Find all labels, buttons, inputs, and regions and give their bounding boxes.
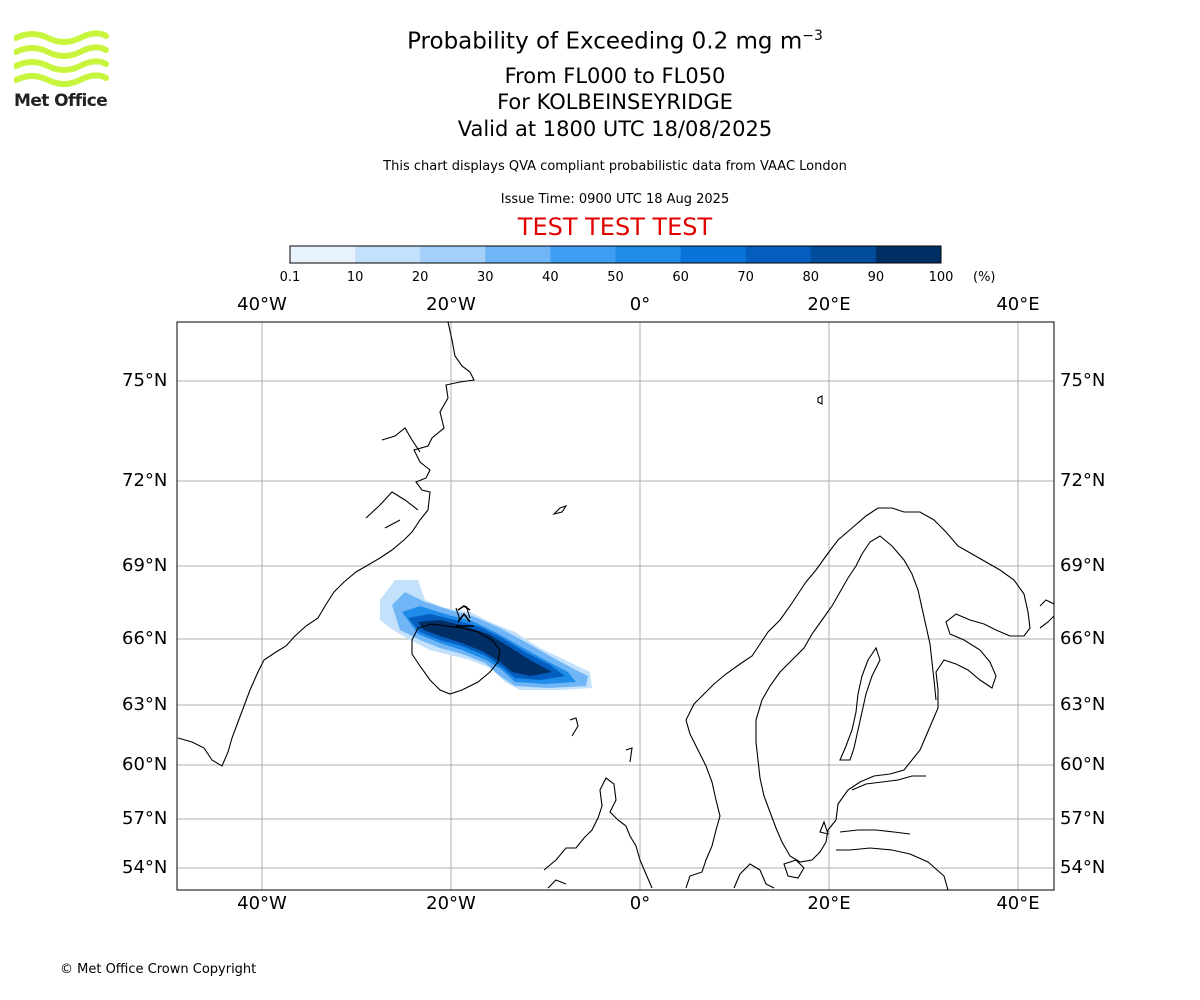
- colorbar-tick-label: 100: [928, 270, 954, 285]
- issue-time: Issue Time: 0900 UTC 18 Aug 2025: [500, 192, 730, 207]
- colorbar-frame: [289, 245, 942, 264]
- probability-colorbar: [289, 245, 942, 264]
- colorbar-tick-label: 0.1: [279, 270, 301, 285]
- latitude-label: 63°N: [1060, 694, 1106, 715]
- valid-time: Valid at 1800 UTC 18/08/2025: [457, 117, 773, 141]
- latitude-label: 72°N: [122, 470, 168, 491]
- title-exponent: −3: [802, 28, 823, 44]
- colorbar-cell: [745, 246, 812, 263]
- colorbar-tick-label: 50: [607, 270, 624, 285]
- colorbar-unit: (%): [973, 270, 996, 285]
- longitude-label: 40°W: [237, 294, 287, 315]
- longitude-label: 0°: [629, 294, 651, 315]
- colorbar-tick-label: 10: [346, 270, 364, 285]
- colorbar-tick-label: 40: [542, 270, 559, 285]
- latitude-label: 60°N: [122, 754, 168, 775]
- longitude-label: 40°E: [996, 893, 1040, 914]
- latitude-label: 63°N: [122, 694, 168, 715]
- coastlines: [177, 322, 1054, 890]
- longitude-label: 40°W: [237, 893, 287, 914]
- latitude-label: 54°N: [1060, 857, 1106, 878]
- colorbar-cell: [290, 246, 356, 263]
- latitude-label: 75°N: [122, 370, 168, 391]
- chart-description: This chart displays QVA compliant probab…: [383, 159, 847, 174]
- volcano-name: For KOLBEINSEYRIDGE: [497, 90, 733, 114]
- longitude-label: 0°: [629, 893, 651, 914]
- flight-level-range: From FL000 to FL050: [504, 64, 726, 88]
- colorbar-tick-label: 70: [737, 270, 754, 285]
- colorbar-cell: [550, 246, 616, 263]
- colorbar-tick-label: 60: [672, 270, 689, 285]
- colorbar-cell: [680, 246, 747, 263]
- longitude-label: 20°E: [807, 893, 851, 914]
- colorbar-cell: [355, 246, 421, 263]
- latitude-label: 69°N: [122, 555, 168, 576]
- met-office-logo-text: Met Office: [14, 91, 108, 111]
- colorbar-tick-label: 30: [477, 270, 494, 285]
- latitude-label: 72°N: [1060, 470, 1106, 491]
- colorbar-cell: [615, 246, 682, 263]
- latitude-label: 57°N: [1060, 808, 1106, 829]
- longitude-label: 20°W: [426, 294, 476, 315]
- latitude-label: 75°N: [1060, 370, 1106, 391]
- colorbar-cell: [485, 246, 551, 263]
- map-frame: [176, 321, 1055, 891]
- test-banner: TEST TEST TEST: [517, 213, 713, 241]
- colorbar-cell: [810, 246, 877, 263]
- longitude-label: 20°W: [426, 893, 476, 914]
- latitude-label: 57°N: [122, 808, 168, 829]
- latitude-label: 66°N: [122, 628, 168, 649]
- colorbar-tick-label: 90: [867, 270, 885, 285]
- copyright-notice: © Met Office Crown Copyright: [60, 962, 257, 977]
- colorbar-cell: [875, 246, 942, 263]
- chart-title: Probability of Exceeding 0.2 mg m−3: [407, 28, 823, 55]
- colorbar-tick-label: 80: [802, 270, 820, 285]
- volcano-marker: [456, 605, 474, 627]
- colorbar-cell: [420, 246, 486, 263]
- latitude-label: 69°N: [1060, 555, 1106, 576]
- colorbar-tick-label: 20: [411, 270, 429, 285]
- longitude-label: 40°E: [996, 294, 1040, 315]
- met-office-logo-waves-icon: [14, 30, 109, 87]
- map-background: [177, 322, 1054, 890]
- longitude-label: 20°E: [807, 294, 851, 315]
- latitude-label: 66°N: [1060, 628, 1106, 649]
- latitude-label: 54°N: [122, 857, 168, 878]
- latitude-label: 60°N: [1060, 754, 1106, 775]
